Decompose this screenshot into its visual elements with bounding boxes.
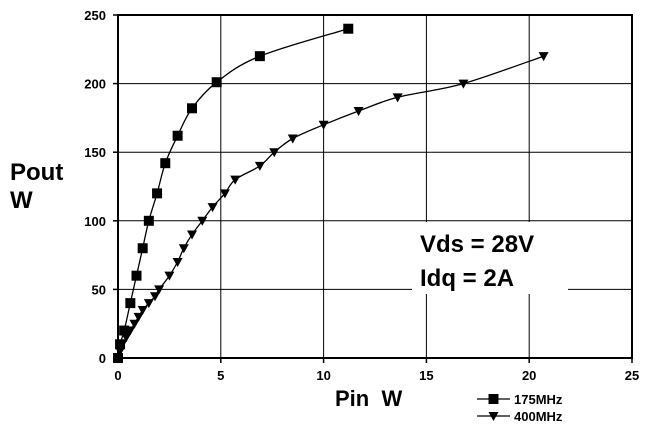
point-175mhz bbox=[343, 23, 354, 34]
point-400mhz bbox=[318, 120, 329, 130]
point-175mhz bbox=[137, 243, 148, 254]
point-400mhz bbox=[154, 285, 165, 295]
y-axis-label: Pout bbox=[10, 159, 63, 186]
point-175mhz bbox=[211, 77, 222, 88]
grid bbox=[117, 14, 633, 359]
fit-curves bbox=[117, 28, 544, 359]
point-175mhz bbox=[152, 188, 163, 199]
annotation-bg bbox=[412, 222, 568, 294]
point-175mhz bbox=[172, 130, 183, 141]
point-400mhz bbox=[187, 230, 198, 240]
point-175mhz bbox=[125, 298, 136, 309]
point-400mhz bbox=[143, 299, 154, 309]
point-175mhz bbox=[143, 215, 154, 226]
legend-label-175mhz: 175MHz bbox=[514, 392, 563, 407]
x-tick-label: 0 bbox=[114, 368, 121, 383]
legend: 175MHz 400MHz bbox=[477, 392, 563, 424]
point-175mhz bbox=[160, 158, 171, 169]
data-marks bbox=[113, 23, 549, 363]
x-tick-label: 5 bbox=[217, 368, 224, 383]
point-400mhz bbox=[178, 244, 189, 254]
point-400mhz bbox=[117, 340, 128, 350]
x-tick-label: 20 bbox=[522, 368, 536, 383]
point-400mhz bbox=[287, 134, 298, 144]
legend-marker-400mhz bbox=[488, 412, 499, 421]
y-tick-label: 50 bbox=[92, 282, 106, 297]
legend-label-400mhz: 400MHz bbox=[514, 409, 563, 424]
y-tick-label: 100 bbox=[84, 214, 106, 229]
point-400mhz bbox=[392, 93, 403, 103]
point-400mhz bbox=[133, 312, 144, 322]
point-175mhz bbox=[131, 270, 142, 281]
point-400mhz bbox=[538, 52, 549, 62]
point-400mhz bbox=[269, 148, 280, 158]
point-400mhz bbox=[129, 319, 140, 329]
x-tick-label: 10 bbox=[316, 368, 330, 383]
y-tick-label: 150 bbox=[84, 145, 106, 160]
annotation-idq: Idq = 2A bbox=[420, 265, 514, 292]
point-400mhz bbox=[458, 79, 469, 89]
point-400mhz bbox=[172, 257, 183, 267]
point-400mhz bbox=[197, 216, 208, 226]
point-400mhz bbox=[137, 305, 148, 315]
point-400mhz bbox=[125, 326, 136, 336]
x-axis-label: Pin W bbox=[335, 386, 402, 411]
y-tick-label: 200 bbox=[84, 77, 106, 92]
point-400mhz bbox=[121, 333, 132, 343]
y-axis-unit: W bbox=[10, 187, 33, 214]
y-tick-label: 250 bbox=[84, 8, 106, 23]
point-400mhz bbox=[219, 189, 230, 199]
x-tick-label: 25 bbox=[625, 368, 639, 383]
point-175mhz bbox=[254, 51, 265, 62]
x-tick-label: 15 bbox=[419, 368, 433, 383]
point-400mhz bbox=[230, 175, 241, 185]
curve-400mhz bbox=[117, 55, 544, 359]
point-175mhz bbox=[119, 325, 130, 336]
point-400mhz bbox=[254, 161, 265, 171]
point-400mhz bbox=[207, 203, 218, 213]
point-175mhz bbox=[187, 103, 198, 114]
point-400mhz bbox=[150, 292, 161, 302]
point-400mhz bbox=[164, 271, 175, 281]
plot-frame bbox=[117, 14, 633, 359]
annotation-vds: Vds = 28V bbox=[420, 231, 534, 258]
point-400mhz bbox=[353, 107, 364, 117]
legend-marker-175mhz bbox=[488, 394, 499, 404]
y-tick-label: 0 bbox=[99, 351, 106, 366]
